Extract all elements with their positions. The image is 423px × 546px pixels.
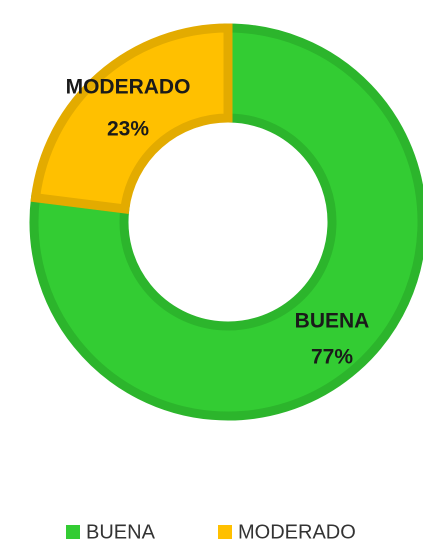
data-label-value: 77% — [311, 346, 353, 369]
data-label-category: BUENA — [295, 310, 370, 333]
legend-label: MODERADO — [238, 521, 356, 543]
data-label-value: 23% — [107, 118, 149, 141]
donut-slice — [30, 23, 233, 214]
legend-swatch — [66, 525, 80, 539]
data-label-category: MODERADO — [66, 76, 191, 99]
donut-slice — [29, 23, 423, 421]
legend-swatch — [218, 525, 232, 539]
legend-label: BUENA — [86, 521, 156, 543]
